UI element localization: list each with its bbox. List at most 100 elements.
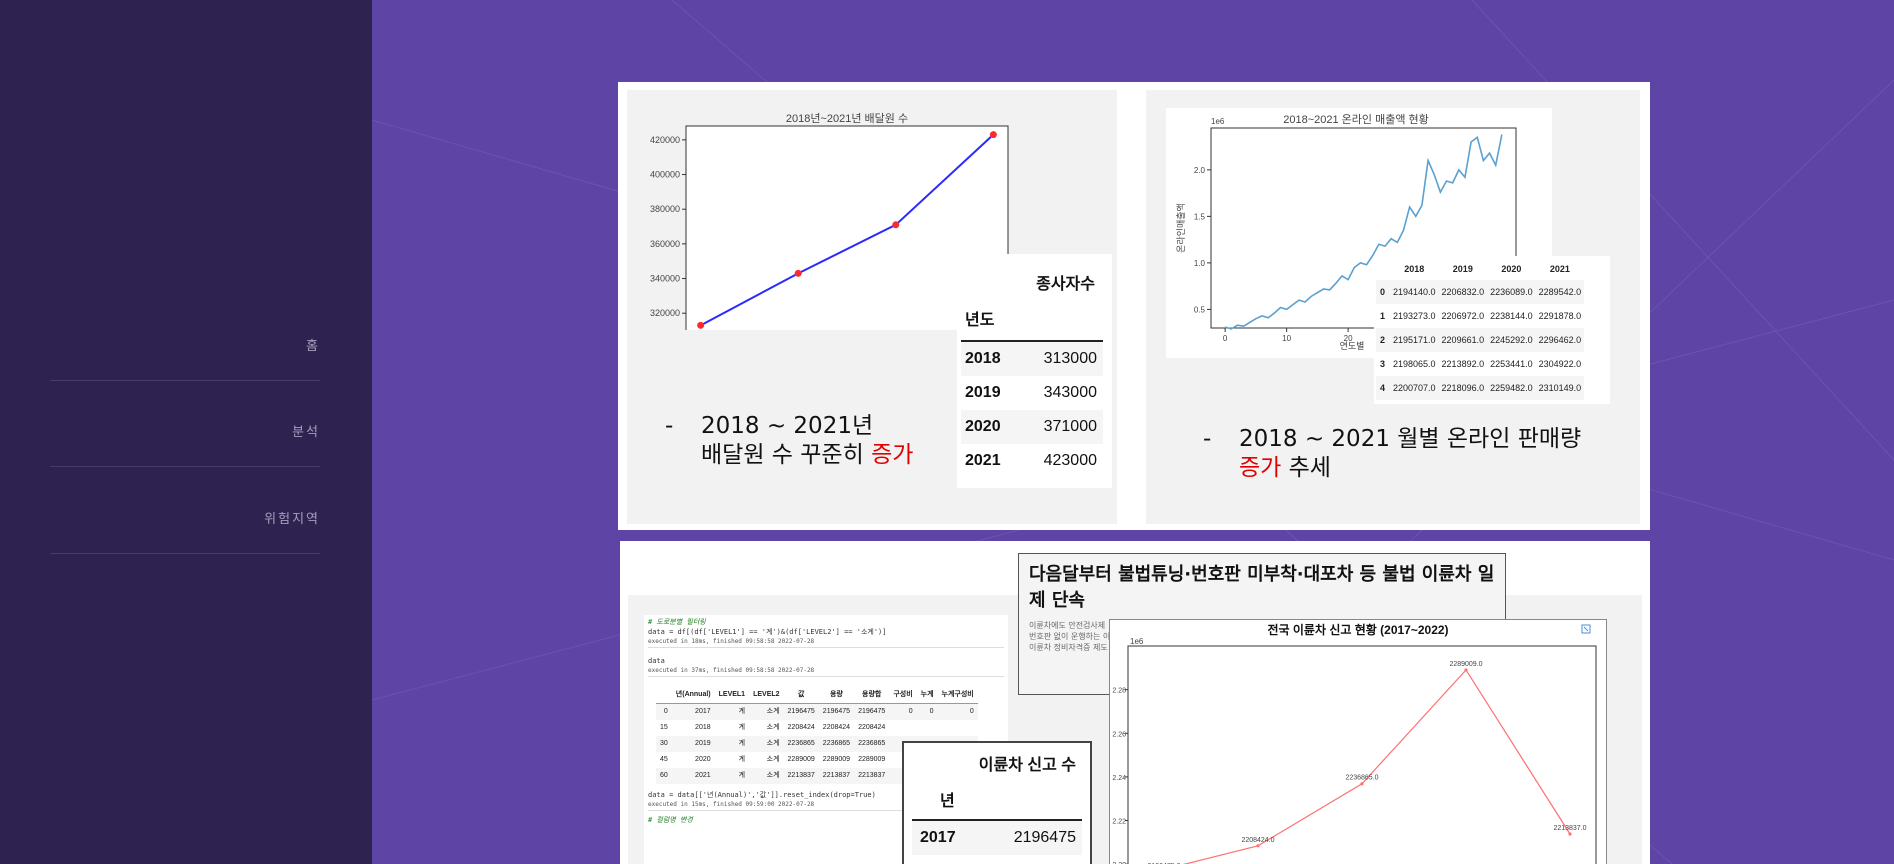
sidebar-item-label: 분석 xyxy=(292,425,320,440)
motorcycle-chart: 전국 이륜차 신고 현황 (2017~2022) 1e6 2.202.222.2… xyxy=(1112,622,1597,864)
y-offset-label: 1e6 xyxy=(1211,117,1225,126)
news-headline: 다음달부터 불법튜닝·번호판 미부착·대포차 등 불법 이륜차 일제 단속 xyxy=(1029,564,1495,611)
series-line xyxy=(1224,134,1503,330)
sidebar-item-risk-area[interactable]: 위험지역 xyxy=(50,508,320,554)
caption-line2: 배달원 수 꾸준히 xyxy=(701,442,872,468)
exec-info: executed in 18ms, finished 09:58:58 2022… xyxy=(648,637,1004,648)
exec-info: executed in 37ms, finished 09:58:58 2022… xyxy=(648,666,1004,677)
y-tick-label: 320000 xyxy=(650,308,680,318)
reports-table: 이륜차 신고 수 년 2017219647520182208424 xyxy=(902,741,1092,864)
y-tick-label: 2.28 xyxy=(1112,688,1126,695)
online-sales-section: 2018~2021 온라인 매출액 현황 1e6 온라인매출액 연도별 0.5 1… xyxy=(1146,90,1640,524)
code-line: data xyxy=(648,657,665,665)
delivery-workers-chart: 2018년~2021년 배달원 수 320000 340000 360000 3800… xyxy=(650,112,1009,330)
caption-suffix: 추세 xyxy=(1281,455,1331,481)
code-line: data = data[['년(Annual)','값']].reset_ind… xyxy=(648,791,876,799)
online-sales-chart: 2018~2021 온라인 매출액 현황 1e6 온라인매출액 연도별 0.5 1… xyxy=(1166,108,1552,358)
data-point xyxy=(1568,832,1572,836)
table-row: 2020 371000 xyxy=(961,410,1103,444)
chart-title: 2018~2021 온라인 매출액 현황 xyxy=(1283,113,1429,126)
table-row: 0 2017 계 소계 2196475 2196475 2196475 0 0 0 xyxy=(656,703,978,720)
y-axis: 2.20 2.22 2.24 2.26 2.28 xyxy=(1112,688,1128,864)
table-row: 60 2021 계 소계 2213837 2213837 2213837 xyxy=(656,768,978,784)
data-point xyxy=(1256,844,1260,848)
y-tick-label: 2.20 xyxy=(1112,862,1126,864)
data-label: 2289009.0 xyxy=(1449,661,1482,668)
table-row: 20182208424 xyxy=(912,855,1082,864)
workers-table: 종사자수 년도 2018 313000 2019 343000 2020 371000 20… xyxy=(957,254,1112,488)
delivery-caption: - 2018 ~ 2021년 배달원 수 꾸준히 증가 xyxy=(665,412,913,470)
data-point xyxy=(989,131,997,139)
y-tick-label: 400000 xyxy=(650,170,680,180)
data-label: 2208424.0 xyxy=(1241,837,1274,844)
data-point xyxy=(892,221,900,229)
x-tick-label: 10 xyxy=(1282,334,1291,343)
plot-area xyxy=(1127,645,1597,864)
table-row: 3 2198065.0 2213892.0 2253441.0 2304922.0 xyxy=(1380,359,1582,369)
table-row: 2021 423000 xyxy=(965,452,1097,469)
caption-line1: 2018 ~ 2021년 xyxy=(701,413,874,439)
y-tick-label: 360000 xyxy=(650,239,680,249)
x-axis-label: 연도별 xyxy=(1340,341,1365,351)
main-content: 2018년~2021년 배달원 수 320000 340000 360000 3800… xyxy=(372,0,1894,864)
table-col-header: 종사자수 xyxy=(1036,276,1095,293)
slide-delivery-online: 2018년~2021년 배달원 수 320000 340000 360000 3800… xyxy=(618,82,1650,530)
y-tick-label: 420000 xyxy=(650,135,680,145)
data-label: 2196475.0 xyxy=(1147,863,1180,864)
expand-icon[interactable] xyxy=(1581,624,1591,634)
data-point xyxy=(1360,782,1364,786)
sidebar: 홈 분석 위험지역 xyxy=(0,0,372,864)
table-col-header: 이륜차 신고 수 xyxy=(978,757,1076,774)
sidebar-item-label: 홈 xyxy=(306,339,320,354)
data-label: 2236865.0 xyxy=(1345,775,1378,782)
y-tick-label: 2.22 xyxy=(1112,819,1126,826)
y-axis: 0.5 1.0 1.5 2.0 xyxy=(1194,166,1211,314)
series-points xyxy=(697,131,997,329)
series-points: 2196475.0 2208424.0 2236865.0 2289009.0 2213… xyxy=(1147,661,1586,864)
data-point xyxy=(697,321,705,329)
data-point xyxy=(1464,668,1468,672)
code-comment: # 컬럼명 변경 xyxy=(648,816,693,824)
y-tick-label: 1.0 xyxy=(1194,259,1206,268)
table-row: 15 2018 계 소계 2208424 2208424 2208424 xyxy=(660,724,886,731)
y-tick-label: 1.5 xyxy=(1194,212,1206,221)
code-line: data = df[(df['LEVEL1'] == '계')&(df['LEV… xyxy=(648,628,887,636)
slide-motorcycle-reports: # 도로분별 필터링 data = df[(df['LEVEL1'] == '계… xyxy=(620,541,1650,864)
caption-line1: 2018 ~ 2021 월별 온라인 판매량 xyxy=(1239,426,1582,452)
news-body: 이륜차에도 안전검사제 번호판 없이 운행하는 이 이륜차 정비자격증 제도 xyxy=(1029,621,1111,652)
sidebar-item-analysis[interactable]: 분석 xyxy=(50,421,320,467)
table-row: 2 2195171.0 2209661.0 2245292.0 2296462.0 xyxy=(1376,328,1585,352)
y-tick-label: 2.24 xyxy=(1112,775,1126,782)
delivery-workers-section: 2018년~2021년 배달원 수 320000 340000 360000 3800… xyxy=(627,90,1117,524)
x-tick-label: 0 xyxy=(1223,334,1228,343)
caption-bullet: - xyxy=(1203,426,1212,452)
table-row: 4 2200707.0 2218096.0 2259482.0 2310149.0 xyxy=(1376,376,1585,400)
plot-area xyxy=(685,125,1009,330)
y-tick-label: 0.5 xyxy=(1194,305,1206,314)
y-tick-label: 2.0 xyxy=(1194,166,1206,175)
y-tick-label: 2.26 xyxy=(1112,731,1126,738)
table-row: 30 2019 계 소계 2236865 2236865 2236865 xyxy=(656,736,978,752)
series-line xyxy=(700,133,995,327)
x-axis: 0 10 20 xyxy=(1223,328,1353,343)
sidebar-item-home[interactable]: 홈 xyxy=(50,335,320,381)
motorcycle-chart-box: 전국 이륜차 신고 현황 (2017~2022) 1e6 2.202.222.2… xyxy=(1109,619,1607,864)
chart-title: 전국 이륜차 신고 현황 (2017~2022) xyxy=(1267,622,1448,637)
sidebar-item-label: 위험지역 xyxy=(264,512,320,527)
table-index-header: 년도 xyxy=(965,312,995,329)
y-tick-label: 340000 xyxy=(650,274,680,284)
caption-bullet: - xyxy=(665,413,674,439)
exec-info: executed in 15ms, finished 09:59:00 2022… xyxy=(648,800,1004,811)
chart-title: 2018년~2021년 배달원 수 xyxy=(786,112,908,125)
y-offset-label: 1e6 xyxy=(1130,637,1144,646)
caption-highlight: 증가 xyxy=(871,442,914,468)
y-axis-label: 온라인매출액 xyxy=(1175,203,1186,253)
x-tick-label: 20 xyxy=(1344,334,1353,343)
table-index-header: 년 xyxy=(940,793,955,810)
data-label: 2213837.0 xyxy=(1553,825,1586,832)
y-axis: 320000 340000 360000 380000 400000 420000 xyxy=(650,135,686,318)
table-row: 1 2193273.0 2206972.0 2238144.0 2291878.0 xyxy=(1380,311,1582,321)
y-tick-label: 380000 xyxy=(650,204,680,214)
caption-highlight: 증가 xyxy=(1239,455,1282,481)
